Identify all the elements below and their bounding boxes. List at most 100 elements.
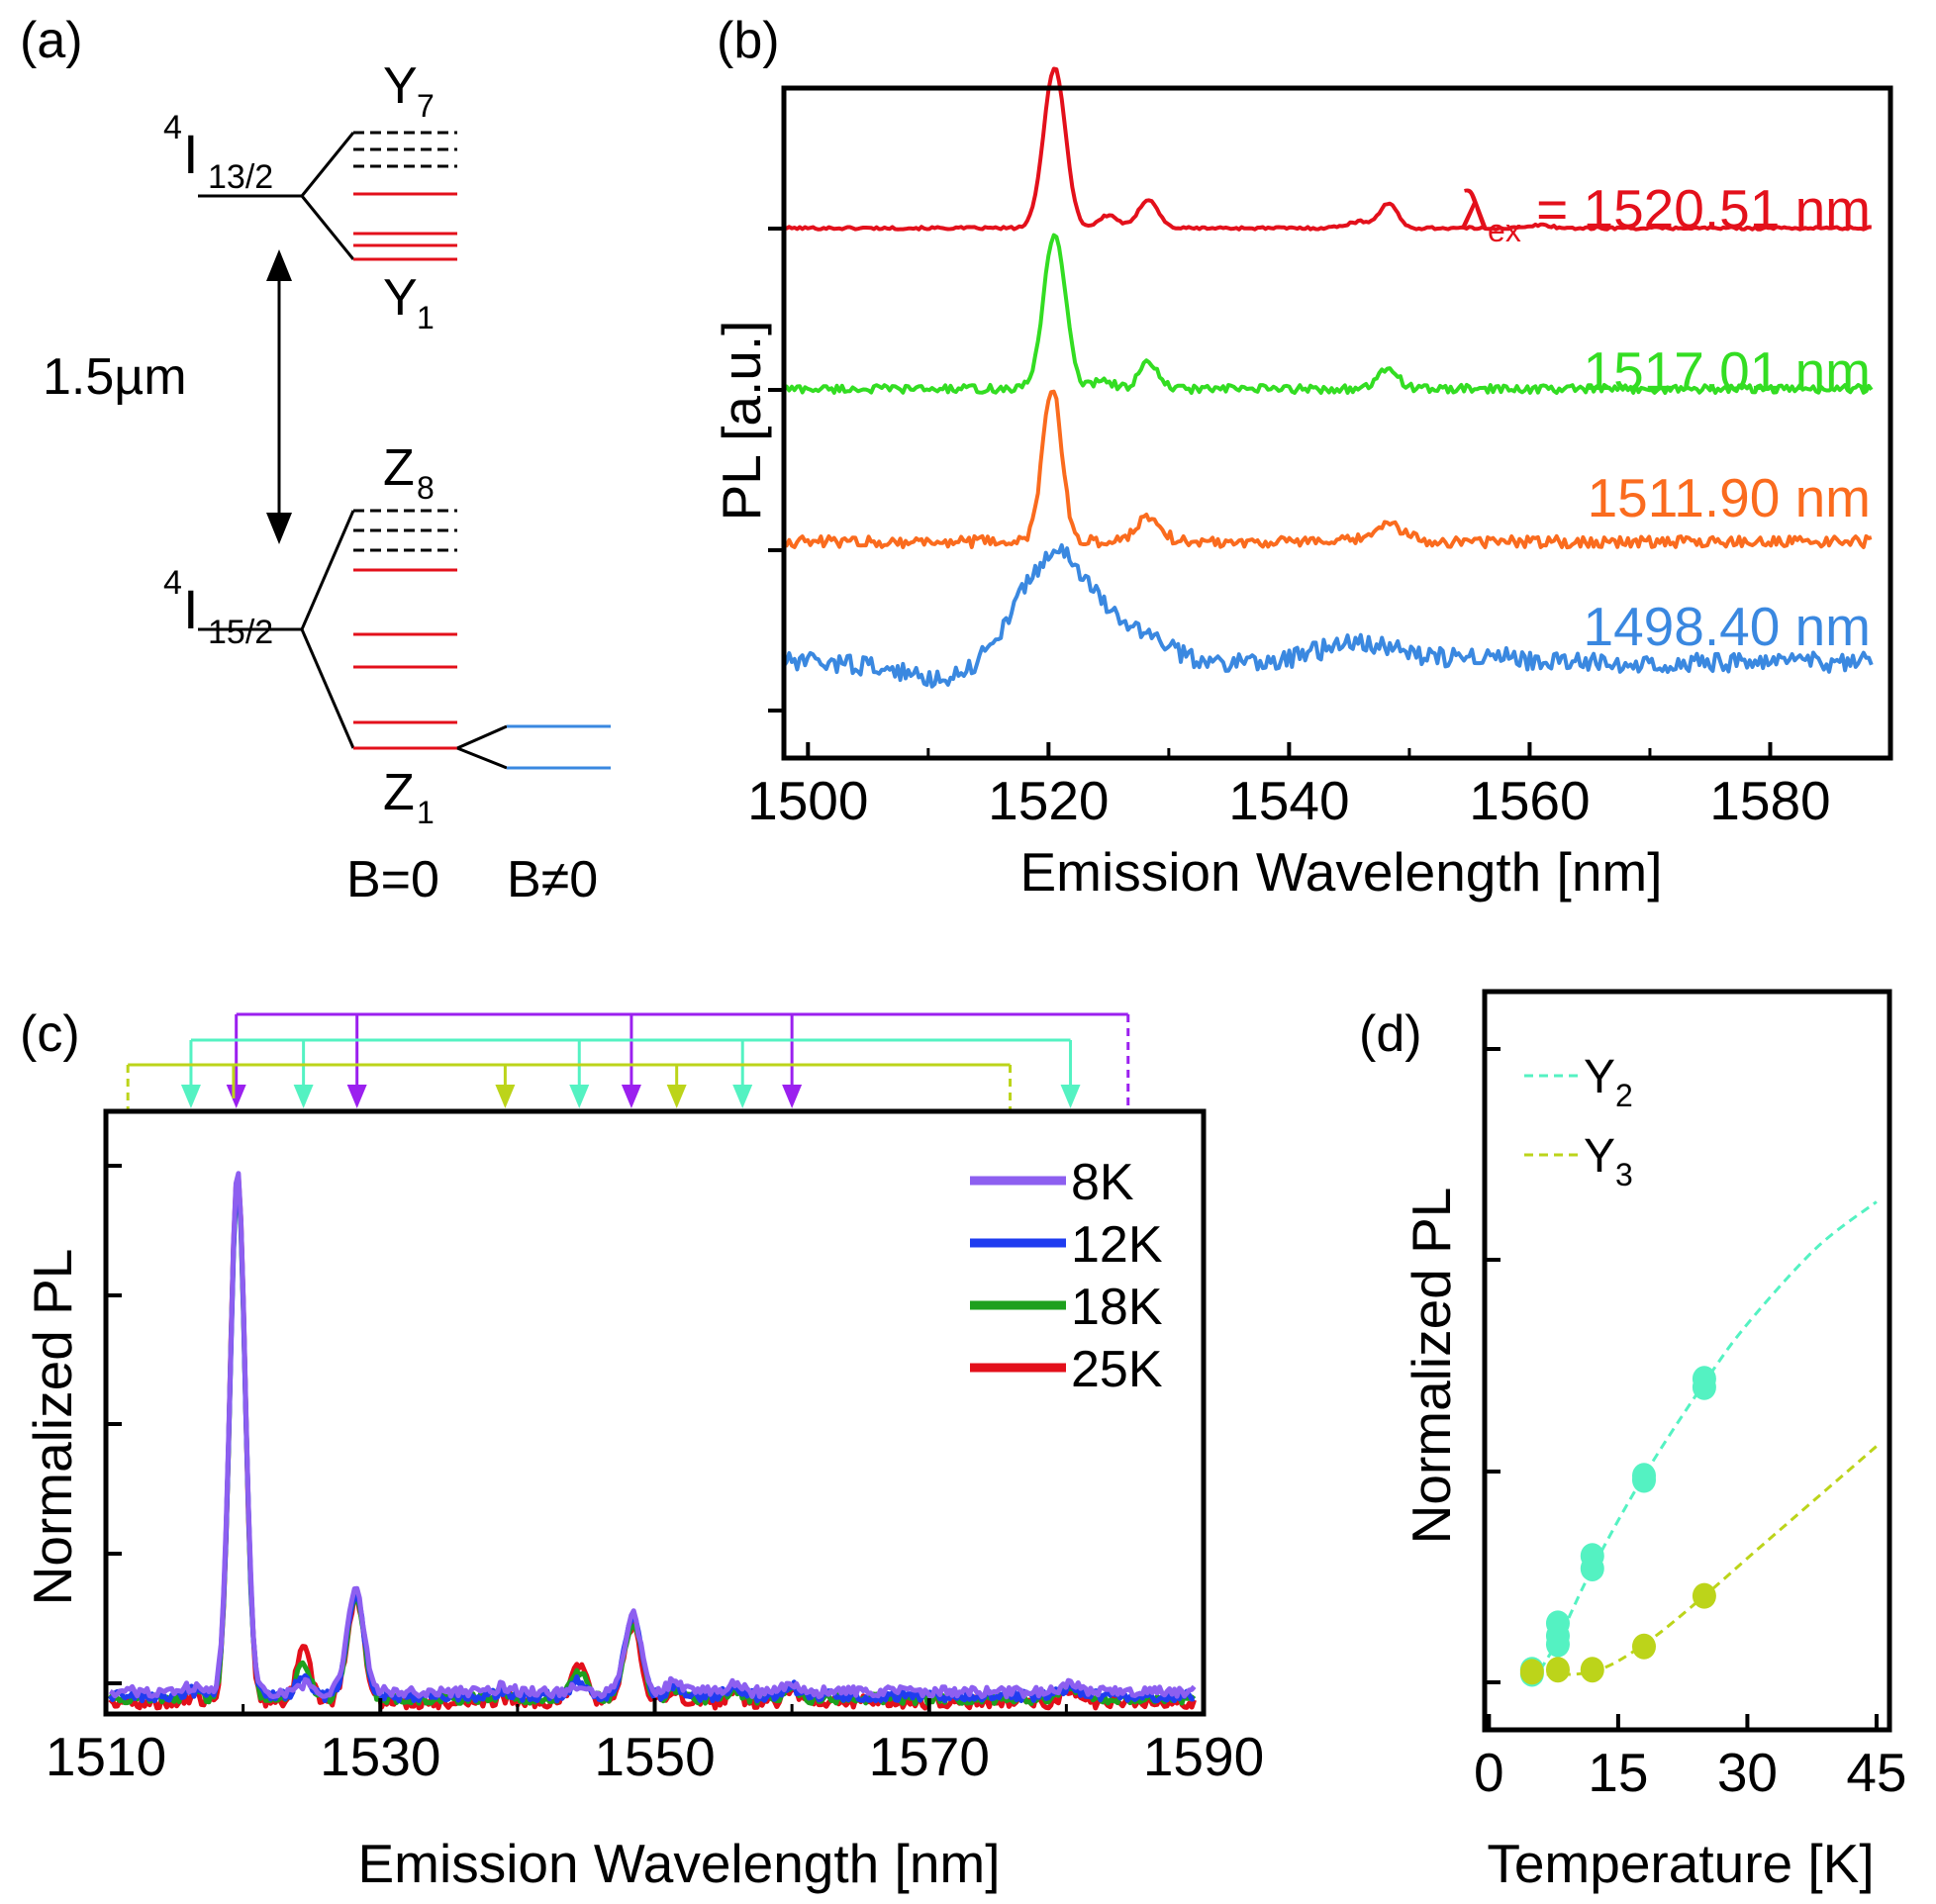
- panel-d-plot-area: [1519, 1200, 1878, 1687]
- data-point-Y3: [1580, 1657, 1604, 1683]
- z1-sub: 1: [417, 795, 435, 830]
- annotation-rest: = 1520.51 nm: [1521, 178, 1871, 239]
- legend-y3-main: Y: [1584, 1130, 1615, 1183]
- legend-label-y2: Y2: [1584, 1051, 1633, 1113]
- panel-c-plot-area: [108, 1171, 1197, 1711]
- marker-arrow-cyan: [293, 1085, 314, 1108]
- panel-c-label: (c): [20, 1005, 80, 1063]
- panel-c-x-tick-label: 1590: [1143, 1726, 1264, 1787]
- annotation-sub: ex: [1488, 213, 1521, 248]
- z1-label: Z: [383, 764, 415, 821]
- series-line-3: [782, 543, 1874, 689]
- panel-c-x-tick-label: 1530: [320, 1726, 440, 1787]
- series-line-2: [782, 389, 1873, 550]
- panel-b-x-axis-label: Emission Wavelength [nm]: [1019, 841, 1662, 903]
- marker-arrow-purple: [226, 1085, 246, 1108]
- legend-label-y3: Y3: [1584, 1130, 1633, 1192]
- legend-label-25k: 25K: [1071, 1341, 1163, 1398]
- z8-sub: 8: [417, 470, 435, 506]
- series-annotation-1511: 1511.90 nm: [1588, 467, 1871, 528]
- annotation-lambda: λ: [1461, 178, 1489, 239]
- y1-sub: 1: [417, 300, 435, 335]
- upper-split-line: [300, 132, 355, 197]
- panel-b-y-axis-label: PL [a.u.]: [711, 321, 772, 522]
- data-point-Y3: [1692, 1582, 1716, 1609]
- panel-d-chart: (d) 0 15 30 45 Temperature [K] Normalized P…: [1359, 989, 1907, 1894]
- series-annotation-1517: 1517.01 nm: [1584, 340, 1872, 402]
- legend-label-18k: 18K: [1071, 1279, 1163, 1336]
- panel-b-x-tick-label: 1540: [1228, 770, 1349, 831]
- fit-line-Y2: [1530, 1200, 1878, 1683]
- series-line-18K: [108, 1180, 1197, 1706]
- panel-d-x-tick-label: 15: [1588, 1742, 1648, 1803]
- upper-level-label: I: [183, 123, 199, 185]
- panel-b-x-ticks: 1500 1520 1540 1560 1580: [747, 742, 1831, 831]
- series-line-0: [783, 66, 1872, 232]
- series-annotation-1520: λex = 1520.51 nm: [1461, 178, 1871, 248]
- y7-label: Y: [383, 57, 418, 115]
- upper-level-sup: 4: [163, 109, 182, 146]
- data-point-Y3: [1519, 1659, 1544, 1685]
- zeeman-split-line: [456, 746, 508, 770]
- panel-b-label: (b): [717, 12, 780, 69]
- legend-y2-sub: 2: [1615, 1078, 1633, 1113]
- b-nonzero-label: B≠0: [507, 851, 598, 908]
- series-annotation-1498: 1498.40 nm: [1584, 596, 1872, 657]
- panel-d-frame: [1482, 989, 1892, 1733]
- marker-arrow-cyan: [1060, 1085, 1081, 1108]
- marker-arrow-cyan: [569, 1085, 590, 1108]
- z8-label: Z: [383, 439, 415, 497]
- lower-level-label: I: [183, 578, 199, 640]
- legend-y2-main: Y: [1584, 1051, 1615, 1103]
- legend-label-12k: 12K: [1071, 1216, 1163, 1274]
- zeeman-split-line: [456, 724, 508, 750]
- upper-sublevels: [353, 131, 457, 261]
- lower-level-sup: 4: [163, 564, 182, 602]
- panel-c-x-tick-label: 1570: [869, 1726, 990, 1787]
- energy-level-diagram: (a) 4 I 13/2 Y 7 Y 1 1.5µm 4 I 15/2: [20, 12, 611, 908]
- transition-label: 1.5µm: [43, 348, 187, 406]
- lower-split-line: [300, 628, 355, 749]
- b-zero-label: B=0: [346, 851, 439, 908]
- panel-d-legend: Y2 Y3: [1524, 1051, 1633, 1192]
- marker-arrow-cyan: [180, 1085, 201, 1108]
- panel-b-plot-area: [782, 66, 1874, 689]
- data-point-Y3: [1631, 1633, 1656, 1660]
- panel-d-x-tick-label: 30: [1717, 1742, 1778, 1803]
- series-line-12K: [108, 1181, 1196, 1704]
- panel-d-x-tick-label: 0: [1474, 1742, 1504, 1803]
- y1-label: Y: [383, 269, 418, 327]
- lower-split-line: [300, 510, 355, 630]
- upper-level-sub: 13/2: [208, 158, 273, 196]
- panel-c-chart: (c) 1510 1530 1550 1570 1590 Emission Wavele…: [20, 1005, 1264, 1894]
- panel-c-x-ticks: 1510 1530 1550 1570 1590: [46, 1698, 1264, 1787]
- series-line-8K: [108, 1171, 1197, 1700]
- legend-label-8k: 8K: [1071, 1154, 1134, 1211]
- panel-b-chart: (b) 1500 1520 1540 1560 1580 Emission Wavele…: [711, 12, 1893, 903]
- panel-a-label: (a): [20, 12, 83, 69]
- panel-d-x-ticks: 0 15 30 45: [1474, 1714, 1907, 1803]
- panel-d-x-axis-label: Temperature [K]: [1487, 1833, 1874, 1894]
- marker-arrow-purple: [621, 1085, 641, 1108]
- series-line-25K: [108, 1175, 1197, 1711]
- arrow-head-up-icon: [266, 249, 292, 281]
- data-point-Y2: [1692, 1366, 1716, 1392]
- panel-d-x-tick-label: 45: [1846, 1742, 1906, 1803]
- data-point-Y2: [1631, 1463, 1656, 1489]
- panel-b-frame: [781, 85, 1893, 761]
- panel-c-y-axis-label: Normalized PL: [22, 1249, 83, 1606]
- marker-arrow-lime: [666, 1085, 687, 1108]
- panel-d-y-axis-label: Normalized PL: [1401, 1188, 1462, 1545]
- arrow-head-down-icon: [266, 513, 292, 544]
- marker-arrow-cyan: [732, 1085, 753, 1108]
- series-line-1: [782, 233, 1874, 395]
- panel-b-x-tick-label: 1520: [988, 770, 1109, 831]
- lower-sublevels: [353, 509, 457, 750]
- panel-c-x-tick-label: 1550: [594, 1726, 715, 1787]
- marker-arrow-lime: [495, 1085, 516, 1108]
- marker-arrow-purple: [346, 1085, 367, 1108]
- marker-arrow-purple: [782, 1085, 803, 1108]
- upper-split-line: [300, 195, 355, 260]
- data-point-Y2: [1545, 1610, 1570, 1637]
